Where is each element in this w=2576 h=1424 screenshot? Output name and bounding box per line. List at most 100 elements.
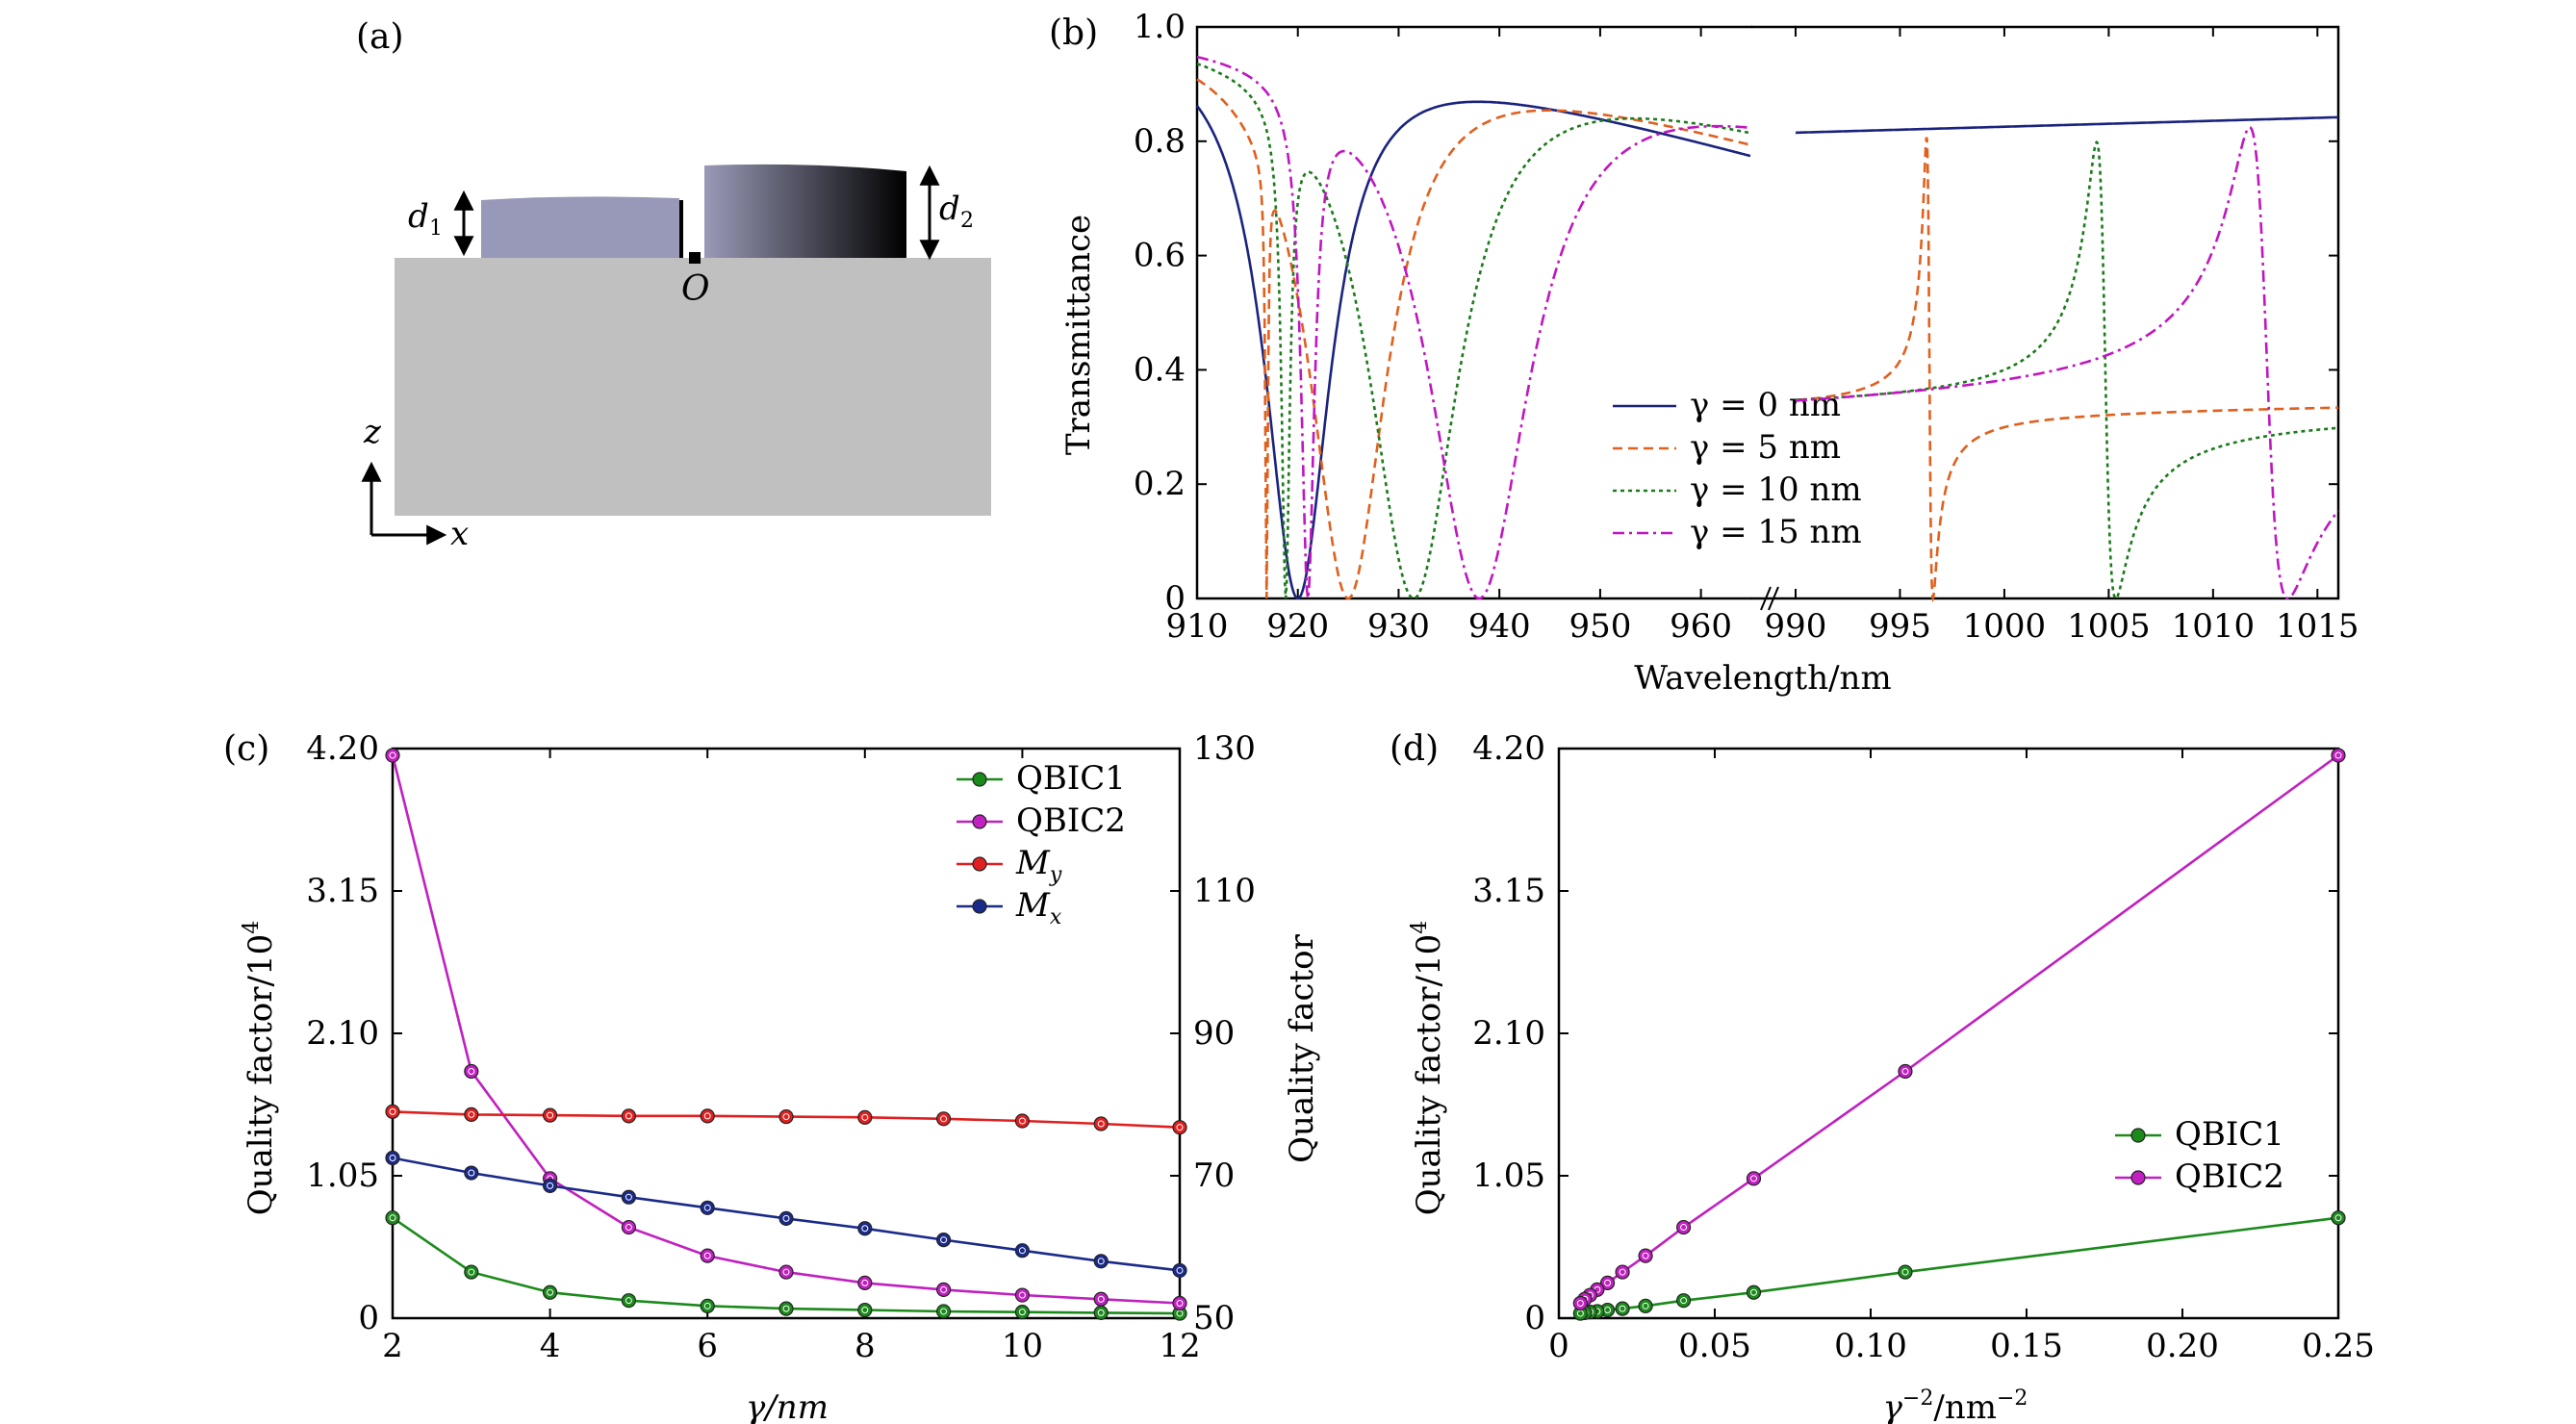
panel-d-xtick-label: 0.15: [1990, 1327, 2063, 1365]
panel-b-xtick-label: 940: [1468, 607, 1531, 646]
panel-c-ytick-label-left: 3.15: [306, 872, 379, 910]
panel-d-data-point: [1898, 1063, 1913, 1080]
panel-c-data-point-core: [782, 1305, 790, 1312]
panel-c-data-point-core: [703, 1204, 711, 1211]
panel-c-data-point-core: [547, 1182, 554, 1189]
panel-c-data-point-core: [782, 1214, 790, 1222]
panel-d-data-point-core: [1680, 1297, 1688, 1305]
panel-c-data-point-core: [468, 1110, 475, 1118]
panel-c-data-point: [778, 1301, 794, 1316]
panel-b-xtick-label: 1015: [2276, 607, 2359, 646]
panel-d-ylabel: Quality factor/104: [1408, 921, 1448, 1215]
panel-c-ytick-label-right: 50: [1193, 1299, 1235, 1337]
panel-b-ytick-label: 0.4: [1134, 350, 1186, 389]
panel-d-ytick-label: 0: [1524, 1299, 1545, 1337]
panel-d-data-point: [1638, 1298, 1653, 1313]
panel-c-xtick-label: 12: [1159, 1327, 1200, 1365]
panel-c-data-point-core: [703, 1112, 711, 1120]
panel-b-legend-label: γ = 15 nm: [1690, 513, 1862, 551]
panel-d-xtick-label: 0.25: [2302, 1327, 2375, 1365]
panel-b-ytick-label: 0: [1164, 579, 1186, 618]
panel-c-data-point: [464, 1063, 479, 1080]
panel-c-data-point-core: [1018, 1291, 1026, 1299]
panel-c-xtick-label: 8: [854, 1327, 876, 1365]
panel-b-xtick-label: 960: [1670, 607, 1732, 646]
panel-c-legend-marker: [972, 814, 987, 829]
panel-c-ylabel-left: Quality factor/104: [240, 921, 280, 1215]
panel-c-data-point-core: [1097, 1258, 1105, 1265]
panel-c-data-point: [857, 1275, 873, 1290]
panel-c-data-point: [778, 1108, 794, 1125]
panel-d-data-point-core: [1576, 1299, 1584, 1307]
panel-d-legend-marker: [2130, 1170, 2146, 1185]
panel-d-data-point-core: [1642, 1302, 1649, 1310]
panel-b-series-line-right: [1796, 137, 2339, 603]
substrate: [395, 258, 991, 516]
panel-c-ytick-label-left: 2.10: [306, 1014, 379, 1053]
panel-b-xtick-label: 990: [1765, 607, 1827, 646]
panel-b-xtick-label: 920: [1266, 607, 1329, 646]
panel-c-data-point: [385, 748, 400, 763]
panel-c-data-point-core: [389, 1155, 396, 1161]
panel-d-xtick-label: 0.10: [1834, 1327, 1907, 1365]
panel-c-data-point-core: [861, 1225, 869, 1233]
panel-b-xtick-label: 930: [1367, 607, 1430, 646]
panel-c-ylabel-right: Quality factor: [1283, 933, 1321, 1162]
panel-c-legend-label: QBIC1: [1016, 759, 1126, 798]
panel-c-ytick-label-left: 0: [358, 1299, 379, 1337]
panel-c-data-point-core: [625, 1224, 632, 1232]
panel-b-legend-label: γ = 5 nm: [1690, 428, 1841, 467]
panel-d-data-point: [1898, 1264, 1913, 1280]
panel-c-data-point-core: [389, 1107, 396, 1115]
panel-d-data-point: [1746, 1284, 1762, 1300]
panel-d: (d) 0 1.05 2.10 3.15 4.20 0 0.05 0.10 0.15 0.20 0.…: [1390, 729, 2375, 1424]
panel-c-data-point-core: [703, 1302, 711, 1310]
panel-c-data-point: [621, 1108, 637, 1124]
panel-d-label: (d): [1390, 729, 1439, 769]
panel-c-data-point: [1093, 1305, 1109, 1320]
panel-c-data-point-core: [782, 1113, 790, 1121]
panel-c-data-point-core: [1018, 1247, 1026, 1255]
panel-d-legend-marker: [2130, 1128, 2146, 1143]
panel-c-ytick-label-right: 110: [1193, 872, 1256, 910]
panel-c-data-point-core: [1097, 1309, 1105, 1316]
panel-d-legend-label: QBIC2: [2175, 1157, 2284, 1196]
panel-c-data-point: [1014, 1305, 1031, 1320]
panel-c-data-point-core: [1176, 1299, 1184, 1307]
panel-d-data-point: [1599, 1275, 1616, 1290]
panel-b-series-line-right: [1796, 115, 2338, 135]
panel-c-data-point-core: [861, 1279, 869, 1286]
panel-d-data-point-core: [1901, 1067, 1909, 1075]
panel-b-series-line-right: [1796, 140, 2338, 600]
panel-c-data-point: [857, 1109, 873, 1125]
panel-c-data-point: [464, 1165, 479, 1181]
panel-d-data-point-core: [1750, 1288, 1757, 1296]
panel-c-legend-label: QBIC2: [1016, 801, 1126, 840]
panel-b-legend-label: γ = 0 nm: [1690, 386, 1841, 424]
panel-d-data-point: [1572, 1295, 1588, 1311]
panel-c-data-point: [542, 1178, 558, 1193]
panel-d-data-point: [1675, 1219, 1692, 1235]
panel-c-data-point: [464, 1264, 479, 1280]
panel-d-data-point-core: [2334, 1214, 2342, 1222]
d1-label: d: [408, 197, 429, 236]
panel-c-data-point: [1172, 1295, 1187, 1311]
panel-b-series-line-left: [1195, 100, 1751, 600]
panel-b-xtick-label: 995: [1869, 607, 1931, 646]
panel-b-plot: 0 0.2 0.4 0.6 0.8 1.0 910 920 930 940 950 960 990 995…: [1134, 8, 2359, 646]
panel-d-data-point-core: [1750, 1175, 1757, 1182]
panel-d-data-point-core: [1680, 1224, 1688, 1232]
origin-marker: [689, 252, 701, 264]
d2-label: d: [939, 190, 960, 228]
panel-c-data-point-core: [1018, 1309, 1026, 1316]
panel-c-data-point: [935, 1111, 952, 1127]
panel-c-data-point: [700, 1200, 715, 1215]
panel-c-data-point: [621, 1219, 637, 1235]
panel-d-data-point: [2331, 1210, 2346, 1226]
panel-c-xtick-label: 2: [382, 1327, 403, 1365]
panel-c-ytick-label-right: 90: [1193, 1014, 1235, 1053]
panel-d-data-point-core: [2334, 751, 2342, 759]
panel-d-plot: 0 1.05 2.10 3.15 4.20 0 0.05 0.10 0.15 0.20 0.25 QB…: [1472, 729, 2375, 1365]
panel-b-break-gap: [1752, 23, 1795, 602]
panel-a: (a) O d 1 d 2 z x: [356, 17, 991, 553]
